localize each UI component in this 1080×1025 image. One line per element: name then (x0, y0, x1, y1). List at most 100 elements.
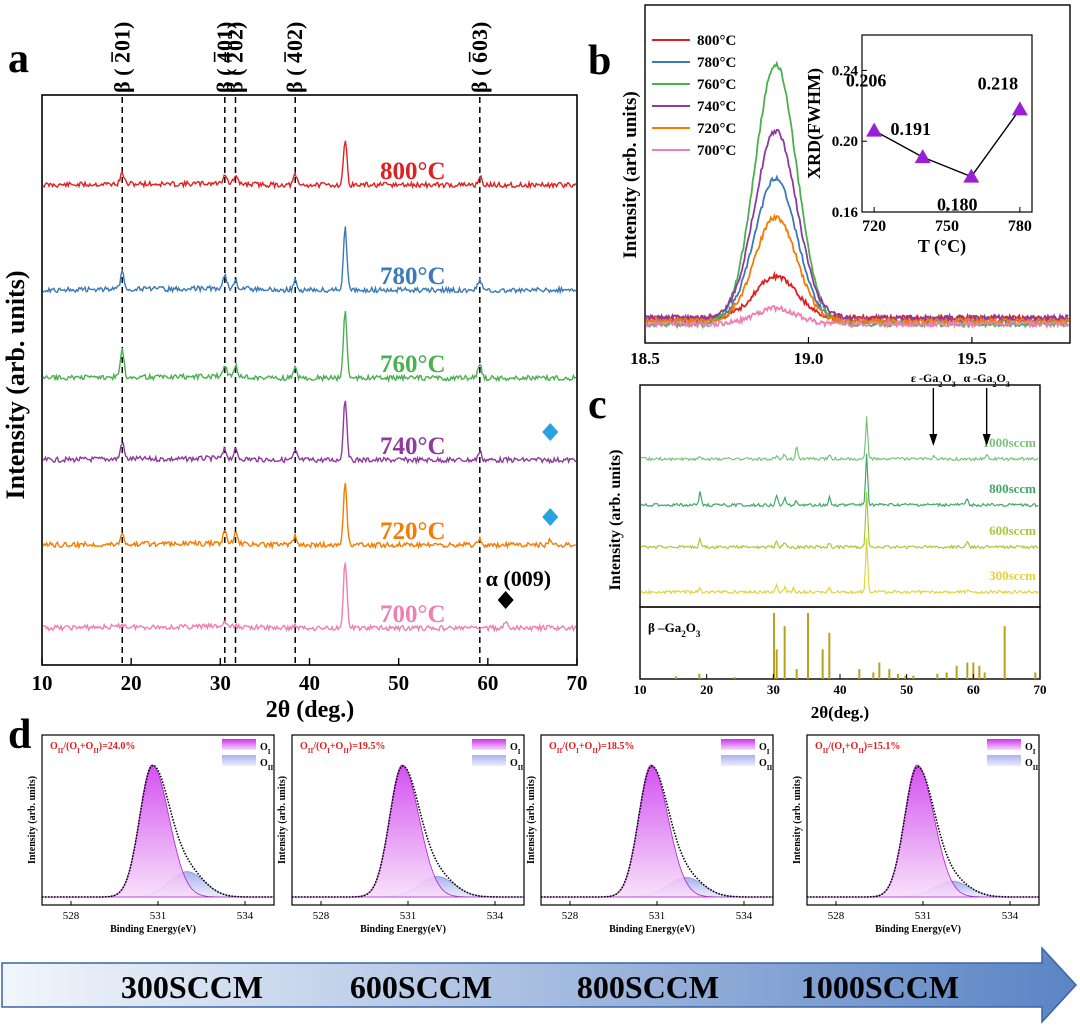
xps-legend-oi-swatch-2 (721, 739, 755, 750)
xps-xtick-label-0-0: 528 (63, 910, 80, 922)
panel-b-inset: 0.206 0.191 0.180 0.218 720 750 780 0.16 0.20 0.2… (804, 34, 1033, 257)
xps-ratio-part: /(O (62, 741, 77, 752)
xps-ratio-sub: II (343, 747, 349, 755)
arrow-label-2: 800SCCM (577, 969, 719, 1005)
inset-ytick-label-0: 0.16 (832, 205, 859, 221)
inset-point-label-3: 0.218 (978, 73, 1019, 93)
xps-ratio-sub: I (576, 747, 579, 755)
c-anno-arrow-head-0 (929, 434, 938, 446)
xps-ratio-part: +O (80, 741, 94, 752)
xps-legend-oi-swatch-1 (472, 739, 506, 750)
xps-ratio-part: )=15.1% (864, 741, 901, 752)
b-xtick-label-0: 18.5 (630, 349, 660, 368)
miller-index-digit: 6 (467, 52, 492, 63)
xps-ratio-sub: II (557, 747, 563, 755)
xps-legend-oi-sub: I (268, 748, 271, 756)
inset-point-0 (866, 122, 883, 137)
xps-legend-oi-2: OI (759, 742, 770, 756)
b-series-700°C (645, 304, 1070, 330)
a-xtick-label-2: 30 (210, 671, 231, 695)
c-ref-sub1: 2 (681, 629, 686, 639)
xps-legend-oii-swatch-2 (721, 755, 755, 766)
inset-xlabel: T (°C) (918, 236, 966, 257)
c-series-label-1: 800sccm (989, 481, 1036, 496)
c-anno-sub1-0: 2 (938, 380, 942, 389)
inset-point-1 (914, 149, 931, 164)
a-xtick-label-5: 60 (477, 671, 498, 695)
c-xtick-label-6: 70 (1034, 682, 1047, 697)
xps-ratio-0: OII/(OI+OII)=24.0% (50, 741, 135, 755)
xps-ylabel-2: Intensity (arb. units) (526, 776, 537, 864)
xps-xtick-label-2-2: 534 (736, 910, 753, 922)
xps-legend-oi-swatch-0 (222, 739, 256, 750)
panel-letter-c: c (588, 382, 607, 428)
xps-ylabel-group-0: Intensity (arb. units) (27, 776, 38, 864)
xps-ratio-part: +O (845, 741, 859, 752)
xps-xtick-label-1-1: 531 (400, 910, 417, 922)
xps-xtick-label-1-0: 528 (313, 910, 330, 922)
c-xtick-label-0: 10 (634, 682, 647, 697)
c-series-1000sccm (640, 416, 1039, 462)
miller-index-digit: 4 (282, 52, 307, 63)
xps-oi-area-0 (42, 764, 274, 898)
inset-line (873, 108, 1021, 178)
flow-arrow: 300SCCM 600SCCM 800SCCM 1000SCCM (1, 946, 1078, 1024)
ref-label-hkl-3: 02) (282, 22, 307, 51)
c-anno-sub2-0: 3 (952, 380, 956, 389)
arrow-label-0: 300SCCM (121, 969, 263, 1005)
ref-label-text-0: β ( (109, 69, 134, 93)
xps-legend-oi-sub: I (1033, 748, 1036, 756)
c-xtick-label-2: 30 (767, 682, 780, 697)
c-ref-sub2: 3 (696, 629, 701, 639)
inset-point-label-2: 0.180 (937, 195, 978, 215)
xps-legend-oi-0: OI (260, 742, 271, 756)
ref-label-text-3: β ( (282, 69, 307, 93)
c-xtick-label-1: 20 (700, 682, 713, 697)
series-label-1: 780°C (380, 263, 446, 290)
xps-ratio-2: OII/(OI+OII)=18.5% (549, 741, 634, 755)
ref-label-text-4: β ( (467, 69, 492, 93)
a-xtick-label-1: 20 (121, 671, 142, 695)
ref-label-hkl-4: 03) (467, 22, 492, 51)
panel-a-xlabel: 2θ (deg.) (266, 697, 355, 723)
panel-b-zoom: 800°C 780°C 760°C 740°C 720°C 700°C 18.5 19.0 1… (620, 4, 1071, 368)
ref-label-text-2: β ( (222, 69, 247, 93)
xps-ratio-3: OII/(OI+OII)=15.1% (815, 741, 900, 755)
arrow-label-3: 1000SCCM (801, 969, 959, 1005)
xps-ratio-sub: II (592, 747, 598, 755)
xps-xlabel-0: Binding Energy(eV) (110, 924, 196, 935)
c-anno-label-0: ε -Ga2O3 (911, 371, 956, 389)
ref-label-2: β (202) (222, 22, 247, 93)
inset-xtick-label-2: 780 (1008, 218, 1032, 235)
c-anno-sub1-1: 2 (993, 380, 997, 389)
ref-label-hkl-1: 01) (212, 22, 237, 51)
xps-xtick-label-0-2: 534 (237, 910, 254, 922)
xps-ylabel-group-3: Intensity (arb. units) (792, 776, 803, 864)
xps-ratio-part: /(O (561, 741, 576, 752)
ref-label-3: β ( 402) (282, 22, 307, 93)
marker-diamond-2 (497, 591, 514, 609)
b-xtick-label-2: 19.5 (957, 349, 987, 368)
xps-legend-oi-sub: I (518, 748, 521, 756)
xps-ylabel-1: Intensity (arb. units) (277, 776, 288, 864)
panel-c-ylabel: Intensity (arb. units) (607, 450, 624, 591)
c-anno-b-1: O (997, 371, 1006, 385)
series-700°C (42, 562, 577, 633)
c-xtick-label-3: 40 (834, 682, 847, 697)
xps-xtick-label-0-1: 531 (150, 910, 167, 922)
xps-total-0 (42, 764, 274, 898)
arrow-label-1: 600SCCM (350, 969, 492, 1005)
xps-legend-oii-swatch-1 (472, 755, 506, 766)
xps-ratio-sub: II (858, 747, 864, 755)
series-label-0: 800°C (380, 158, 446, 185)
c-series-label-0: 1000sccm (983, 435, 1037, 450)
panel-c-flow: 1000sccm 800sccm 600sccm 300sccm β –Ga2O3 1… (607, 371, 1047, 722)
b-legend-label-5: 700°C (697, 143, 736, 159)
xps-oi-area-1 (292, 764, 524, 898)
series-label-3: 740°C (380, 433, 446, 460)
inset-ytick-label-2: 0.24 (832, 63, 859, 79)
c-series-800sccm (640, 453, 1039, 508)
panel-letter-b: b (588, 38, 611, 84)
marker-diamond-0 (542, 423, 559, 441)
